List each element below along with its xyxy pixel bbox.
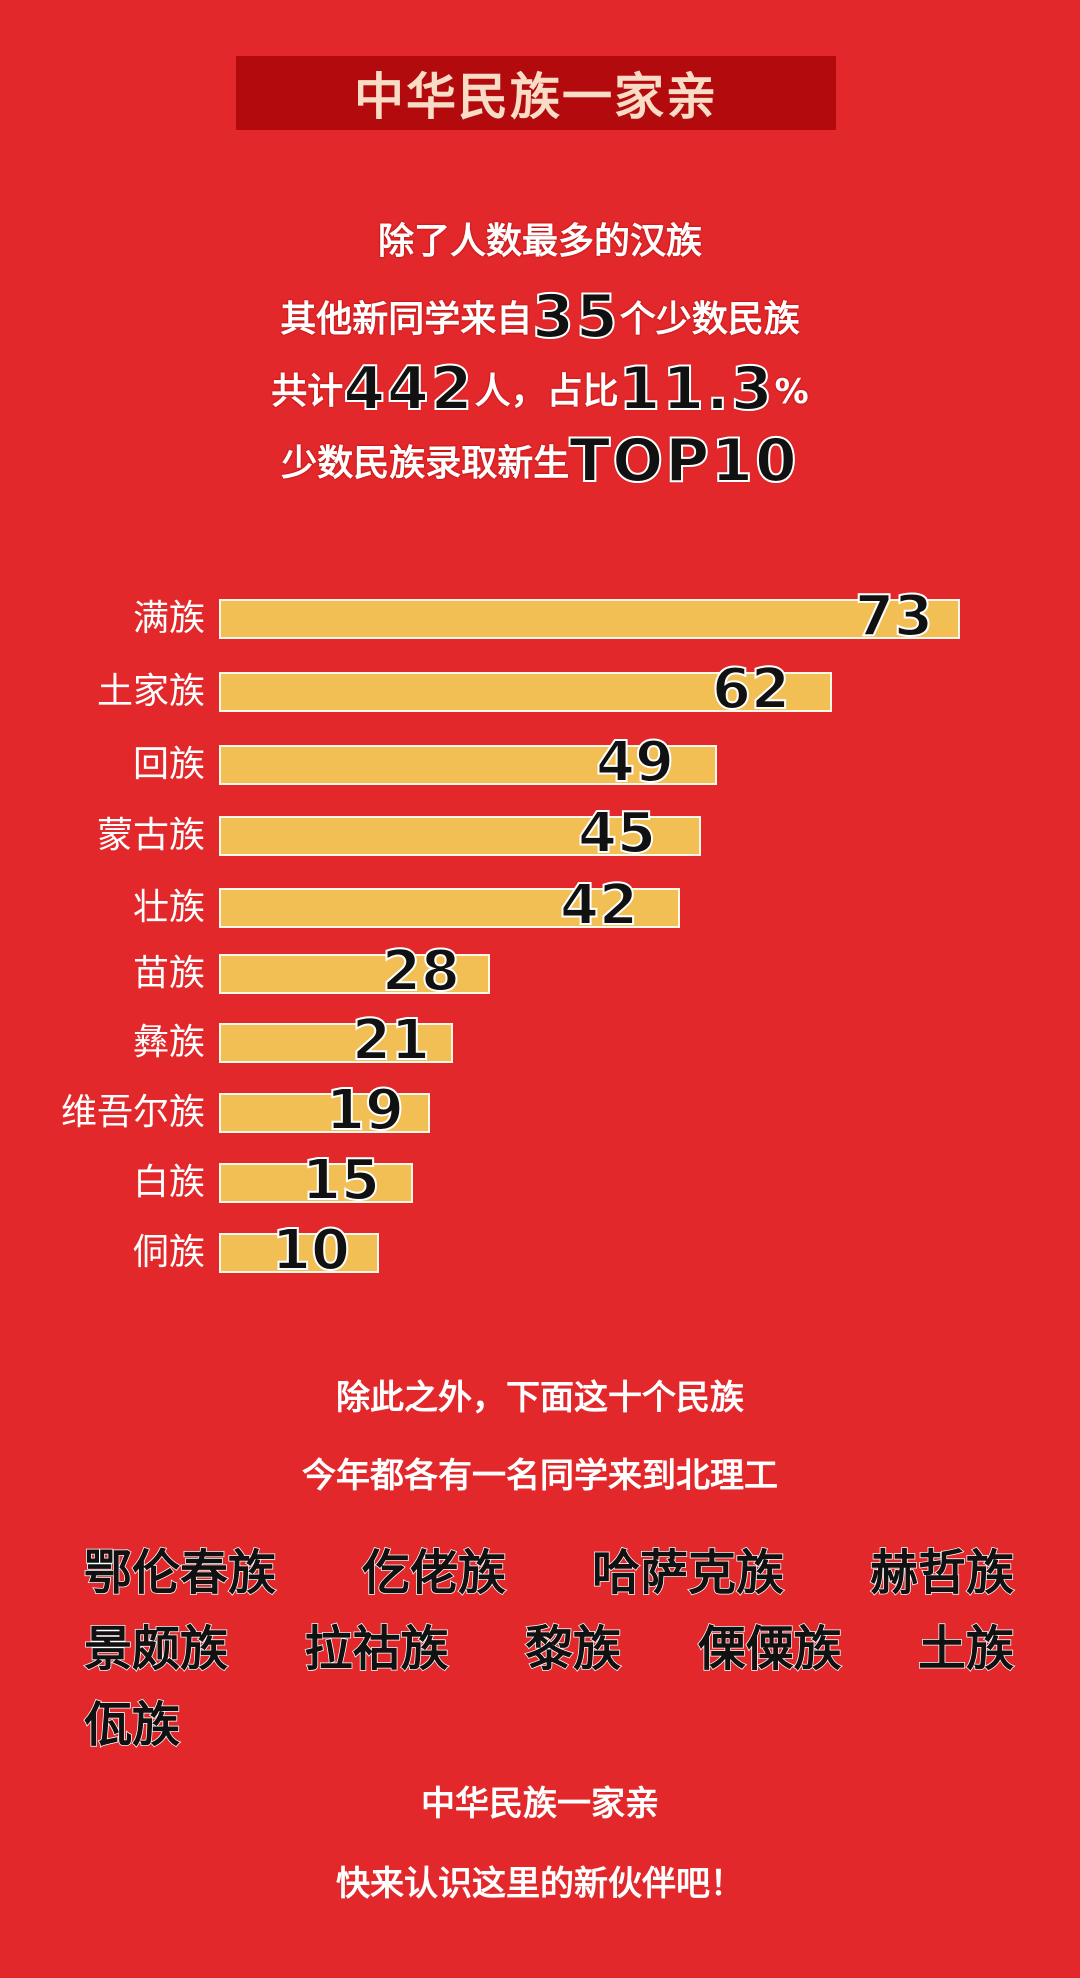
bar — [219, 672, 832, 712]
bar — [219, 1023, 453, 1063]
groups-row-3: 佤族 — [83, 1682, 1014, 1758]
groups-row-1: 鄂伦春族 仡佬族 哈萨克族 赫哲族 — [83, 1530, 1015, 1606]
bar-value: 73 — [854, 584, 934, 649]
groups-row-2: 景颇族 拉祜族 黎族 傈僳族 土族 — [83, 1606, 1015, 1682]
bar — [219, 599, 960, 639]
bar-row: 壮族 42 — [0, 875, 1080, 937]
bar — [219, 816, 701, 856]
intro-text: 其他新同学来自 — [280, 299, 533, 340]
bar-value: 21 — [351, 1008, 431, 1073]
ethnic-group: 黎族 — [524, 1620, 622, 1678]
intro-text: 个少数民族 — [619, 299, 800, 340]
bar — [219, 745, 717, 785]
bar-value: 45 — [577, 801, 657, 866]
bar — [219, 1233, 379, 1273]
note-line-2: 今年都各有一名同学来到北理工 — [302, 1456, 778, 1496]
footer-line-2: 快来认识这里的新伙伴吧！ — [336, 1864, 744, 1904]
bar — [219, 1163, 413, 1203]
bar-label: 苗族 — [132, 953, 205, 994]
intro-text: 除了人数最多的汉族 — [377, 221, 702, 262]
bar-label: 白族 — [132, 1162, 205, 1203]
ethnic-group: 土族 — [917, 1620, 1015, 1678]
intro-line-4: 少数民族录取新生TOP10 — [0, 425, 1080, 497]
bar-value: 19 — [325, 1078, 405, 1143]
bar — [219, 954, 490, 994]
intro-text: 少数民族录取新生 — [281, 443, 570, 484]
bar — [219, 1093, 430, 1133]
bar-chart: 满族 73 土家族 62 回族 49 蒙古族 45 壮族 42 苗族 28 彝族… — [0, 580, 1080, 1300]
bar-row: 苗族 28 — [0, 941, 1080, 1003]
intro-line-2: 其他新同学来自35个少数民族 — [0, 281, 1080, 353]
percent-sign: % — [774, 372, 809, 412]
single-student-groups: 鄂伦春族 仡佬族 哈萨克族 赫哲族 景颇族 拉祜族 黎族 傈僳族 土族 佤族 — [83, 1530, 1015, 1758]
intro-line-3: 共计442人，占比11.3% — [0, 353, 1080, 425]
ethnic-group: 拉祜族 — [304, 1620, 450, 1678]
ethnic-group: 傈僳族 — [697, 1620, 843, 1678]
ethnic-group: 鄂伦春族 — [83, 1544, 277, 1602]
intro-text: 人，占比 — [474, 371, 619, 412]
bar-row: 回族 49 — [0, 732, 1080, 794]
minority-count: 35 — [531, 281, 620, 353]
bar-value: 10 — [271, 1218, 351, 1283]
title-banner: 中华民族一家亲 — [236, 56, 836, 130]
intro-text: 共计 — [271, 371, 344, 412]
note-line-1: 除此之外，下面这十个民族 — [336, 1378, 744, 1418]
ethnic-group: 仡佬族 — [361, 1544, 507, 1602]
bar-label: 回族 — [132, 744, 205, 785]
percentage: 11.3 — [618, 353, 775, 425]
ethnic-group: 赫哲族 — [869, 1544, 1015, 1602]
top10-label: TOP10 — [568, 425, 799, 497]
ethnic-group: 哈萨克族 — [591, 1544, 785, 1602]
bar-value: 28 — [381, 939, 461, 1004]
ethnic-group: 景颇族 — [83, 1620, 229, 1678]
intro-line-1: 除了人数最多的汉族 — [0, 212, 1080, 264]
bar-value: 62 — [711, 657, 791, 722]
bar-row: 满族 73 — [0, 586, 1080, 648]
bar-label: 维吾尔族 — [60, 1092, 205, 1133]
bar-label: 侗族 — [132, 1232, 205, 1273]
bar-row: 维吾尔族 19 — [0, 1080, 1080, 1142]
bar-row: 土家族 62 — [0, 659, 1080, 721]
footer-line-1: 中华民族一家亲 — [421, 1784, 659, 1824]
bar-value: 42 — [559, 873, 639, 938]
page-title: 中华民族一家亲 — [354, 68, 718, 126]
bar-label: 彝族 — [132, 1022, 205, 1063]
bar-row: 白族 15 — [0, 1150, 1080, 1212]
bar-row: 彝族 21 — [0, 1010, 1080, 1072]
bar-label: 壮族 — [132, 887, 205, 928]
bar-row: 侗族 10 — [0, 1220, 1080, 1282]
bar — [219, 888, 680, 928]
bar-label: 满族 — [132, 598, 205, 639]
bar-value: 15 — [301, 1148, 381, 1213]
bar-label: 蒙古族 — [96, 815, 205, 856]
total-count: 442 — [342, 353, 475, 425]
bar-label: 土家族 — [96, 671, 205, 712]
bar-value: 49 — [595, 730, 675, 795]
ethnic-group: 佤族 — [83, 1696, 181, 1754]
bar-row: 蒙古族 45 — [0, 803, 1080, 865]
